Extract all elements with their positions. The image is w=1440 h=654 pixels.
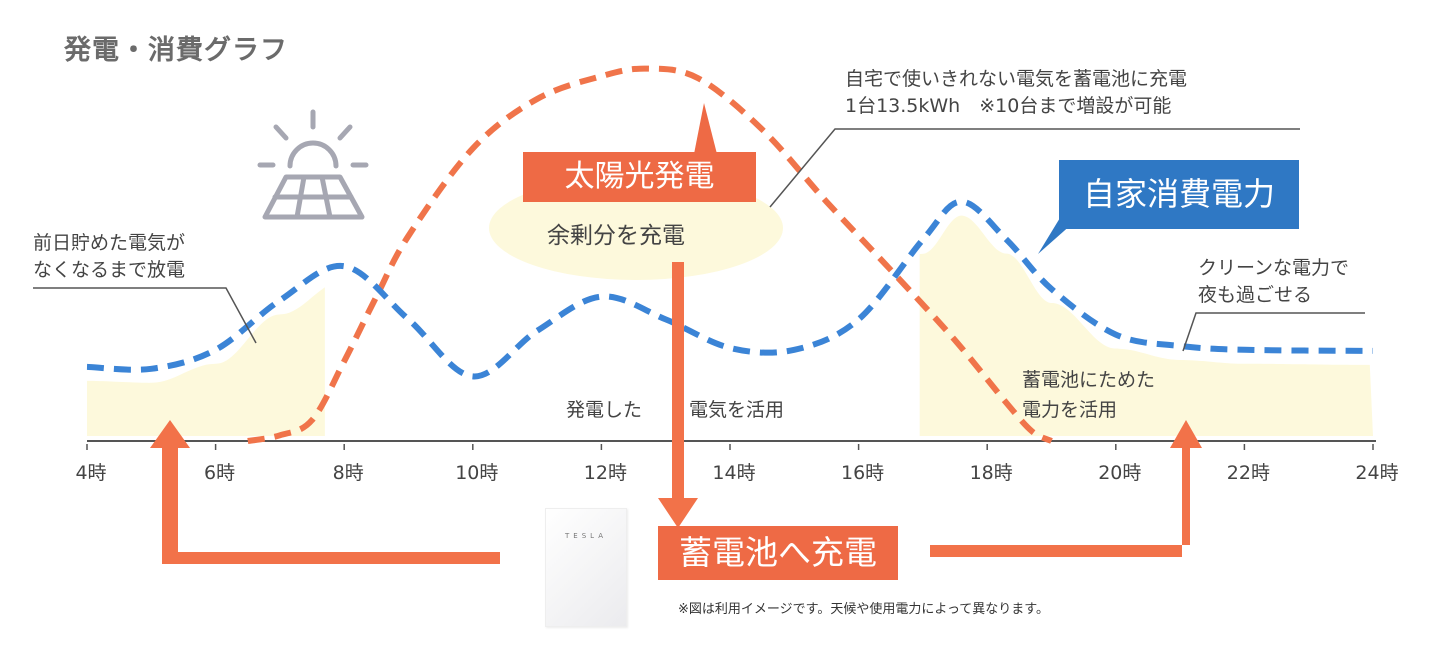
solar-generation-label: 太陽光発電 [523,152,756,202]
x-tick-label: 12時 [583,462,627,484]
tesla-powerwall-image: TESLA [545,508,627,627]
x-tick-label: 14時 [712,462,756,484]
chart-title: 発電・消費グラフ [64,35,288,66]
morning-note-leader [33,287,257,344]
stored-note-line-2: 電力を活用 [1022,399,1118,421]
use-generated-text-left: 発電した [566,399,643,421]
stored-power-note: 蓄電池にためた 電力を活用 [1022,365,1155,425]
x-tick-label: 18時 [969,462,1013,484]
battery-note-line-1: 自宅で使いきれない電気を蓄電池に充電 [845,68,1188,90]
surplus-charge-ellipse [489,176,783,280]
charge-battery-label: 蓄電池へ充電 [658,526,898,580]
x-tick-label: 6時 [204,462,236,484]
night-note-leader [1182,312,1365,352]
battery-note: 自宅で使いきれない電気を蓄電池に充電 1台13.5kWh ※10台まで増設が可能 [845,66,1187,120]
night-note-line-2: 夜も過ごせる [1198,284,1313,306]
series-line-generation [247,65,1053,444]
battery-note-line-2: 1台13.5kWh ※10台まで増設が可能 [845,95,1172,117]
surplus-charge-text: 余剰分を充電 [547,223,685,249]
disclaimer-text: ※図は利用イメージです。天候や使用電力によって異なります。 [678,602,1049,617]
x-tick-label: 8時 [332,462,364,484]
x-tick-label: 24時 [1355,462,1399,484]
x-tick-label: 4時 [75,462,107,484]
x-tick-label: 16時 [841,462,885,484]
battery-brand-text: TESLA [565,532,607,540]
use-generated-text-right: 電気を活用 [689,399,785,421]
night-note: クリーンな電力で 夜も過ごせる [1198,255,1349,309]
flow-arrows [150,262,1202,564]
x-axis-ticks [86,444,1374,450]
evening-battery-fill [919,215,1373,436]
stored-note-line-1: 蓄電池にためた [1022,369,1156,391]
morning-note: 前日貯めた電気が なくなるまで放電 [33,230,185,284]
solar-label-pointer [694,103,717,154]
series-line-consumption [86,198,1374,380]
self-consumption-label: 自家消費電力 [1059,160,1299,229]
morning-note-line-2: なくなるまで放電 [33,259,186,281]
solar-panel-sun-icon [257,109,369,220]
x-tick-label: 10時 [455,462,499,484]
night-note-line-1: クリーンな電力で [1198,257,1350,279]
arrow-charge-down [658,262,698,528]
morning-note-line-1: 前日貯めた電気が [33,232,186,254]
x-tick-label: 20時 [1098,462,1142,484]
battery-note-leader [769,128,1300,208]
x-tick-label: 22時 [1226,462,1270,484]
morning-discharge-fill [87,287,325,436]
